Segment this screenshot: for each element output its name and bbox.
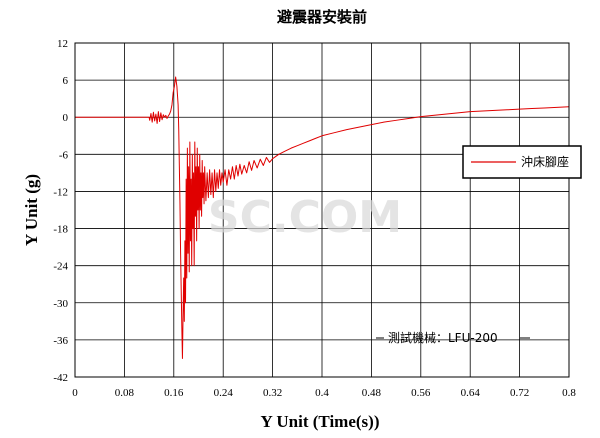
y-tick-label: -18	[53, 224, 68, 236]
y-tick-label: -36	[53, 335, 68, 347]
watermark-layer: SC.COM	[208, 192, 402, 243]
x-tick-label: 0.4	[315, 387, 329, 399]
x-tick-label: 0.8	[562, 387, 576, 399]
x-tick-label: 0.08	[115, 387, 135, 399]
legend: 沖床腳座	[462, 145, 582, 179]
x-tick-label: 0.24	[214, 387, 234, 399]
x-tick-labels: 0 0.08 0.16 0.24 0.32 0.4 0.48 0.56 0.64 0.72 0.8	[72, 387, 576, 399]
y-tick-label: 6	[63, 75, 69, 87]
y-tick-label: -6	[59, 149, 69, 161]
x-tick-label: 0.16	[164, 387, 184, 399]
x-tick-label: 0.72	[510, 387, 529, 399]
series-line	[75, 76, 570, 359]
y-tick-labels: 12 6 0 -6 -12 -18 -24 -30 -36 -42	[53, 38, 68, 384]
plot-frame	[74, 42, 570, 378]
x-tick-label: 0.48	[362, 387, 382, 399]
y-tick-label: -24	[53, 261, 68, 273]
y-tick-label: -12	[53, 186, 68, 198]
y-tick-label: 12	[57, 38, 68, 50]
x-tick-label: 0.56	[411, 387, 431, 399]
series-layer	[75, 76, 570, 359]
x-axis-title: Y Unit (Time(s))	[261, 412, 380, 431]
y-axis-title: Y Unit (g)	[22, 174, 41, 246]
x-tick-label: 0.32	[263, 387, 282, 399]
legend-label: 沖床腳座	[521, 154, 569, 169]
y-tick-label: -42	[53, 372, 68, 384]
y-tick-label: 0	[63, 112, 69, 124]
annotation: 測試機械：LFU-200	[376, 330, 530, 345]
chart-title: 避震器安裝前	[277, 8, 367, 26]
annotation-text: 測試機械：LFU-200	[388, 330, 498, 345]
watermark: SC.COM	[208, 192, 402, 243]
x-tick-label: 0.64	[461, 387, 481, 399]
x-tick-label: 0	[72, 387, 78, 399]
y-tick-label: -30	[53, 298, 68, 310]
